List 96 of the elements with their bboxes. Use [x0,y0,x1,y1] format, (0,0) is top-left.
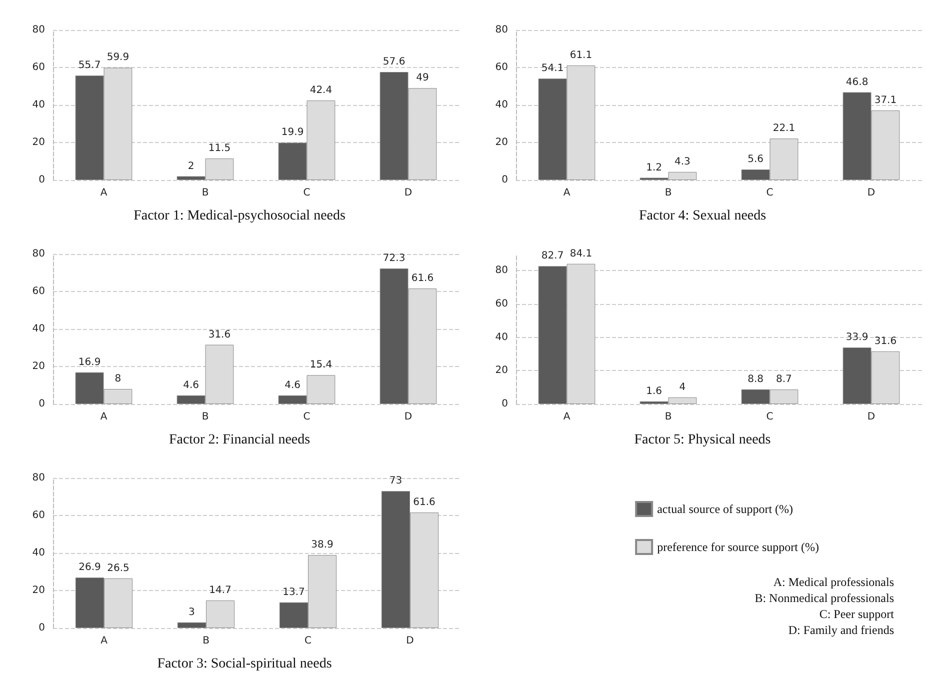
data-label: 61.1 [570,50,592,61]
data-label: 14.7 [209,584,232,596]
data-label: 22.1 [772,123,796,134]
y-tick-label: 40 [495,100,508,110]
data-label: 84.1 [570,248,592,260]
data-label: 4.3 [674,156,690,168]
data-label: 37.1 [874,94,897,106]
legend-label: actual source of support (%) [657,502,794,516]
y-tick-label: 60 [495,298,508,310]
data-label: 16.9 [78,356,101,368]
y-tick-label: 40 [32,324,45,334]
data-label: 31.6 [208,329,231,340]
x-tick-label: B [664,188,672,198]
y-tick-label: 20 [495,365,508,376]
y-tick-label: 80 [495,265,508,276]
data-label: 26.9 [78,562,101,574]
text: D: Family and friends [788,623,894,637]
data-label: 42.4 [310,85,332,96]
x-tick-label: A [100,412,108,422]
y-tick-label: 40 [32,548,45,558]
x-tick-label: A [563,412,570,422]
data-label: 4.6 [183,380,199,391]
data-label: 5.6 [748,154,764,165]
data-label: 61.6 [411,273,434,284]
y-tick-label: 20 [495,137,508,148]
y-tick-label: 60 [32,286,45,297]
x-tick-label: D [404,188,412,198]
x-tick-label: B [202,636,210,646]
data-label: 1.6 [646,386,662,397]
x-tick-label: D [867,412,876,422]
data-label: 4 [679,382,686,393]
data-label: 61.6 [413,497,436,508]
y-tick-label: 0 [38,398,45,410]
y-tick-label: 20 [32,137,45,148]
y-tick-label: 20 [32,585,45,596]
text: Factor 5: Physical needs [634,432,771,448]
data-label: 73 [389,476,402,487]
text: A: Medical professionals [773,575,894,589]
x-tick-label: C [304,636,312,646]
data-label: 3 [188,606,195,618]
data-label: 38.9 [311,540,334,551]
data-label: 33.9 [846,332,868,343]
text: Factor 4: Sexual needs [638,208,766,224]
data-label: 54.1 [541,63,564,74]
data-label: 57.6 [382,56,406,68]
x-tick-label: C [766,188,774,198]
data-label: 59.9 [106,52,130,64]
x-tick-label: D [406,636,414,646]
data-label: 11.5 [208,142,231,154]
data-label: 82.7 [541,250,564,262]
y-tick-label: 60 [32,510,45,521]
y-tick-label: 0 [38,174,45,186]
data-label: 72.3 [382,252,406,264]
x-tick-label: A [563,188,570,198]
data-label: 46.8 [846,76,868,88]
y-tick-label: 60 [32,62,45,73]
legend-label: preference for source support (%) [657,540,820,554]
data-label: 8 [114,374,122,384]
x-tick-label: C [303,188,310,198]
y-tick-label: 60 [495,62,508,73]
x-tick-label: A [100,188,108,198]
y-tick-label: 40 [32,100,45,110]
text: Factor 3: Social-spiritual needs [157,656,332,672]
y-tick-label: 80 [495,24,508,36]
y-tick-label: 80 [32,248,45,260]
x-tick-label: B [202,412,209,422]
data-label: 8.7 [776,374,792,385]
data-label: 26.5 [107,562,130,574]
x-tick-label: C [766,412,774,422]
data-label: 1.2 [646,162,662,174]
y-tick-label: 0 [502,174,508,186]
y-tick-label: 80 [32,24,45,36]
text: C: Peer support [819,607,895,621]
y-tick-label: 40 [495,332,508,343]
data-label: 8.8 [748,374,764,385]
x-tick-label: C [303,412,310,422]
text: B: Nonmedical professionals [754,591,894,605]
y-tick-label: 0 [502,398,508,410]
data-label: 15.4 [310,360,332,371]
x-tick-label: D [404,412,412,422]
data-label: 4.6 [284,380,300,391]
data-label: 13.7 [282,586,305,598]
data-label: 19.9 [281,127,304,138]
text: Factor 2: Financial needs [168,432,310,448]
y-tick-label: 20 [32,361,45,372]
data-label: 55.7 [78,60,101,72]
data-label: 2 [188,160,194,172]
y-tick-label: 0 [38,622,45,634]
x-tick-label: D [867,188,876,198]
x-tick-label: B [202,188,209,198]
text: Factor 1: Medical-psychosocial needs [134,208,346,224]
x-tick-label: A [100,636,108,646]
x-tick-label: B [664,412,672,422]
y-tick-label: 80 [32,472,45,484]
data-label: 31.6 [874,336,897,347]
data-label: 49 [416,72,429,84]
